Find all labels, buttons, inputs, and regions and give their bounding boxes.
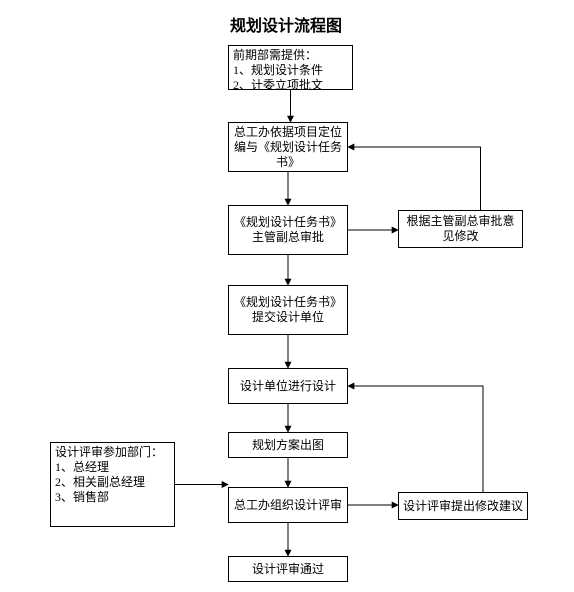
flow-node-n1: 前期部需提供： 1、规划设计条件 2、计委立项批文 [228,45,353,90]
chart-title: 规划设计流程图 [230,12,342,36]
flow-node-n7: 规划方案出图 [228,432,348,458]
flow-node-n8: 设计评审参加部门： 1、总经理 2、相关副总经理 3、销售部 [50,442,175,527]
flow-node-n2: 总工办依据项目定位编与《规划设计任务书》 [228,122,348,172]
flow-node-n11: 设计评审通过 [228,556,348,582]
flowchart-canvas: 规划设计流程图 前期部需提供： 1、规划设计条件 2、计委立项批文总工办依据项目… [0,0,574,592]
flow-node-n10: 设计评审提出修改建议 [398,492,528,520]
flow-node-n9: 总工办组织设计评审 [228,487,348,523]
flow-node-n6: 设计单位进行设计 [228,368,348,404]
flow-node-n5: 《规划设计任务书》提交设计单位 [228,285,348,335]
flow-node-n4: 根据主管副总审批意见修改 [398,210,523,248]
flow-node-n3: 《规划设计任务书》主管副总审批 [228,205,348,255]
